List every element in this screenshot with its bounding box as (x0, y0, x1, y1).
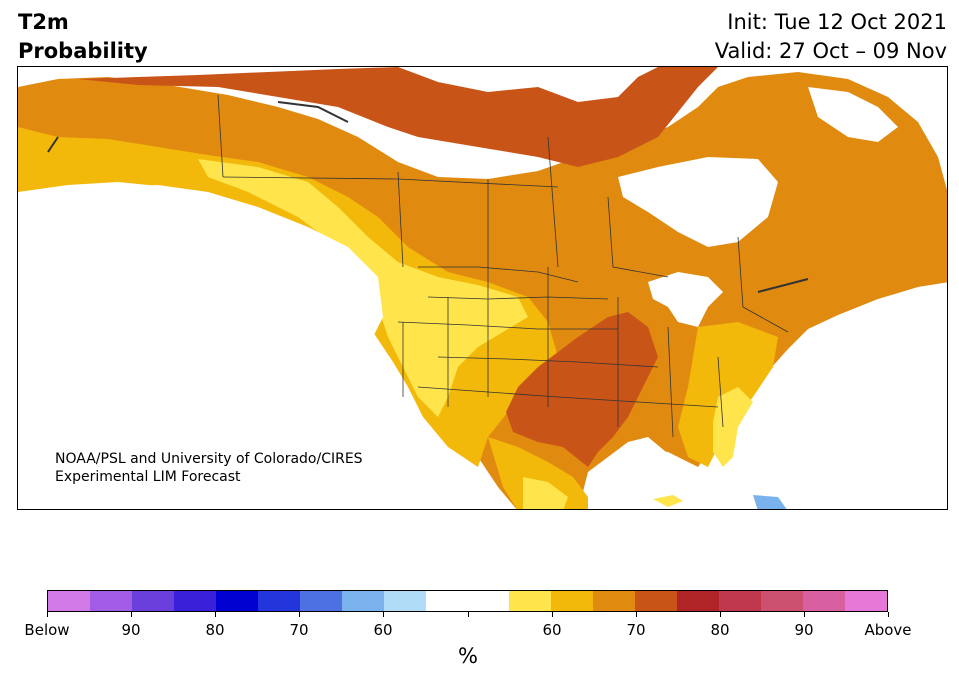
colorbar-segment (677, 591, 720, 611)
colorbar-tick-label: 60 (542, 621, 562, 639)
colorbar-segment (761, 591, 804, 611)
land-mexico-yellow (523, 477, 568, 509)
colorbar-tick-label: 60 (373, 621, 393, 639)
credit-line-2: Experimental LIM Forecast (55, 469, 241, 485)
gulf-water (598, 447, 718, 509)
colorbar-tick (636, 612, 637, 617)
colorbar-segment (593, 591, 636, 611)
map-panel (17, 66, 948, 510)
colorbar-tick (383, 612, 384, 617)
colorbar-tick (299, 612, 300, 617)
colorbar-tick (47, 612, 48, 617)
colorbar-tick-label: 90 (121, 621, 141, 639)
colorbar-segment (803, 591, 846, 611)
colorbar-unit: % (458, 644, 478, 668)
colorbar-segment (89, 591, 132, 611)
colorbar-tick (468, 612, 469, 617)
colorbar-tick (804, 612, 805, 617)
metric-title: Probability (18, 39, 148, 63)
colorbar-segment (173, 591, 216, 611)
hudson-bay-water (618, 157, 778, 247)
colorbar-tick-label: 90 (794, 621, 814, 639)
colorbar-tick (552, 612, 553, 617)
land-west-light-yellow (198, 159, 528, 417)
colorbar-segment (383, 591, 426, 611)
political-borders (217, 94, 789, 438)
land-mexico-gold (488, 437, 588, 509)
credit-line-1: NOAA/PSL and University of Colorado/CIRE… (55, 451, 363, 467)
colorbar-segment (215, 591, 258, 611)
colorbar-segment (48, 591, 90, 611)
cuba-island (653, 495, 683, 507)
colorbar-segment (635, 591, 678, 611)
land-florida-yellow (713, 387, 753, 467)
colorbar-segment (257, 591, 300, 611)
colorbar-segment (467, 591, 510, 611)
colorbar-segment (551, 591, 594, 611)
colorbar-segment (509, 591, 552, 611)
colorbar-tick (888, 612, 889, 617)
credit-text: NOAA/PSL and University of Colorado/CIRE… (55, 450, 363, 486)
great-lakes-water (648, 272, 723, 327)
colorbar-tick-label: Below (24, 621, 70, 639)
variable-title: T2m (18, 10, 69, 34)
colorbar-tick-label: Above (864, 621, 912, 639)
probability-map (18, 67, 947, 509)
colorbar-segment (719, 591, 762, 611)
colorbar-tick (215, 612, 216, 617)
colorbar-tick-label: 70 (626, 621, 646, 639)
init-date: Init: Tue 12 Oct 2021 (727, 10, 947, 34)
arctic-water-1 (398, 67, 658, 102)
colorbar-segment (425, 591, 468, 611)
caribbean-blue (753, 495, 787, 509)
land-plains-dark-orange (506, 312, 658, 467)
colorbar-segment (341, 591, 384, 611)
colorbar-segment (845, 591, 888, 611)
colorbar-tick-label: 80 (205, 621, 225, 639)
land-pacific-white (18, 185, 467, 509)
colorbar-tick-label: 70 (289, 621, 309, 639)
colorbar-tick (720, 612, 721, 617)
colorbar-segment (299, 591, 342, 611)
dark-rivers (47, 101, 809, 293)
valid-date: Valid: 27 Oct – 09 Nov (714, 39, 947, 63)
date-block: Init: Tue 12 Oct 2021 Valid: 27 Oct – 09… (715, 8, 947, 66)
colorbar-tick-label: 80 (710, 621, 730, 639)
colorbar-tick (131, 612, 132, 617)
colorbar (47, 590, 888, 612)
colorbar-segment (131, 591, 174, 611)
arctic-water-2 (808, 87, 898, 142)
title-block: T2m Probability (18, 8, 148, 66)
